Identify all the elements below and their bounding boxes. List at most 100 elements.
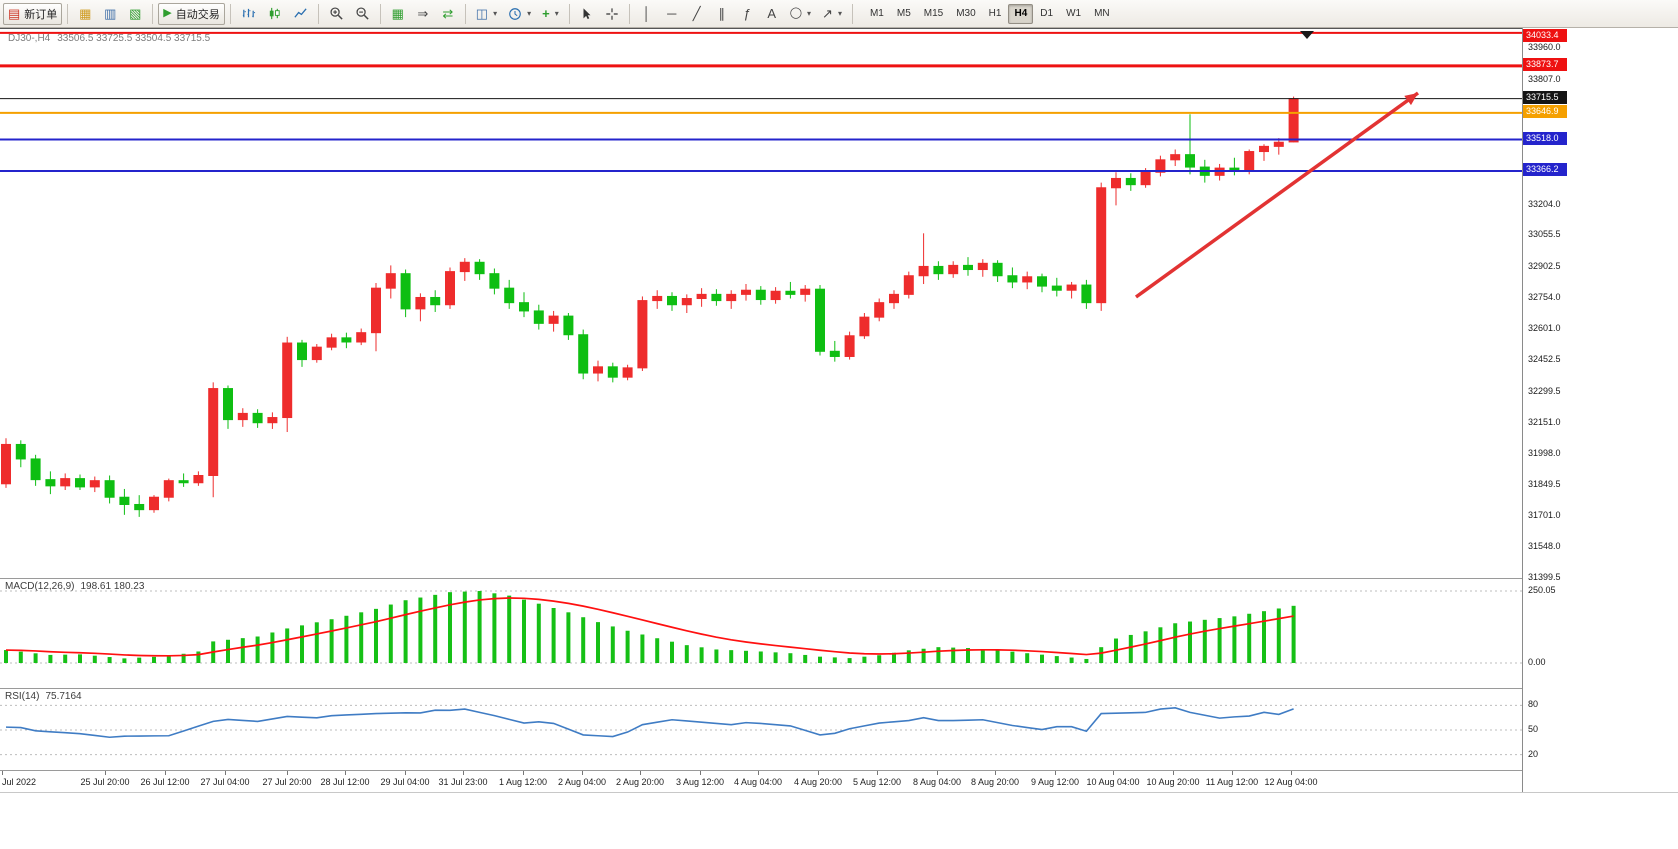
line-chart-mode-button[interactable] <box>288 3 313 25</box>
bar-chart-mode-button[interactable] <box>236 3 261 25</box>
candle <box>711 289 722 306</box>
chart-shift-button[interactable]: ⇒ <box>411 3 435 25</box>
time-axis-tick <box>640 771 641 775</box>
horizontal-line-icon: ─ <box>667 6 677 21</box>
candle <box>1125 173 1136 191</box>
time-axis-tick <box>937 771 938 775</box>
period-button[interactable]: ▾ <box>503 3 536 25</box>
macd-panel-canvas[interactable] <box>0 578 1522 688</box>
candle <box>208 382 219 498</box>
candle <box>415 293 426 322</box>
auto-scroll-button[interactable]: ⇄ <box>436 3 460 25</box>
timeframe-button-m1[interactable]: M1 <box>864 4 890 24</box>
vertical-line-tool-button[interactable]: │ <box>635 3 659 25</box>
price-chart-canvas[interactable] <box>0 28 1522 578</box>
rsi-panel-canvas[interactable] <box>0 688 1522 770</box>
candle <box>1096 182 1107 311</box>
text-tool-button[interactable]: A <box>760 3 784 25</box>
timeframe-button-m5[interactable]: M5 <box>891 4 917 24</box>
price-axis-label: 31399.5 <box>1528 572 1561 583</box>
auto-scroll-icon: ⇄ <box>442 6 454 21</box>
price-axis[interactable]: 33960.0 33807.0 33204.0 33055.5 32902.5 32754… <box>1523 28 1678 792</box>
chart-shift-marker[interactable] <box>1300 31 1314 39</box>
candle <box>815 285 825 356</box>
horizontal-line-tool-button[interactable]: ─ <box>660 3 684 25</box>
candle <box>977 259 988 277</box>
fibonacci-tool-button[interactable]: ƒ <box>735 3 759 25</box>
candle <box>1170 149 1181 167</box>
candle <box>1111 172 1121 206</box>
time-axis-label: 25 Jul 20:00 <box>80 777 130 787</box>
text-tool-icon: A <box>767 6 777 21</box>
price-axis-label: 32601.0 <box>1528 323 1561 334</box>
shapes-tool-button[interactable]: ◯ ▾ <box>785 3 816 25</box>
macd-indicator-label: MACD(12,26,9) 198.61 180.23 <box>5 581 150 592</box>
timeframe-button-d1[interactable]: D1 <box>1034 4 1059 24</box>
candle <box>519 292 529 318</box>
macd-scale-label: 250.05 <box>1528 585 1556 595</box>
candle <box>1288 96 1299 143</box>
time-axis-label: 4 Aug 04:00 <box>733 777 783 787</box>
candle <box>30 454 41 486</box>
zoom-in-button[interactable] <box>324 3 349 25</box>
timeframe-button-h1[interactable]: H1 <box>983 4 1008 24</box>
data-window-button[interactable]: ▥ <box>98 3 122 25</box>
price-axis-label: 32299.5 <box>1528 385 1561 396</box>
candle <box>385 265 396 299</box>
price-level-badge: 33646.9 <box>1523 104 1567 118</box>
trend-arrow-annotation[interactable] <box>1134 91 1420 299</box>
candle <box>267 412 278 429</box>
ohlc-values: 33506.5 33725.5 33504.5 33715.5 <box>57 33 211 44</box>
navigator-button[interactable]: ▧ <box>123 3 147 25</box>
channel-tool-button[interactable]: ∥ <box>710 3 734 25</box>
toolbar-separator <box>152 3 154 24</box>
candle <box>163 478 174 502</box>
arrows-tool-button[interactable]: ↗ ▾ <box>817 3 847 25</box>
crosshair-button[interactable] <box>600 3 624 25</box>
macd-signal-line <box>5 597 1294 657</box>
rsi-level-label: 20 <box>1528 748 1539 759</box>
new-order-button[interactable]: ▤ 新订单 <box>3 2 63 25</box>
candle <box>859 313 870 339</box>
profiles-button[interactable]: ◫ ▾ <box>471 3 502 25</box>
trendline-tool-button[interactable]: ╱ <box>685 3 709 25</box>
candle <box>297 339 307 367</box>
price-axis-label: 31548.0 <box>1528 541 1561 552</box>
timeframe-button-m15[interactable]: M15 <box>918 4 949 24</box>
timeframe-button-h4[interactable]: H4 <box>1008 3 1034 24</box>
time-axis-label: 26 Jul 12:00 <box>140 777 190 787</box>
crosshair-icon <box>606 7 618 20</box>
rsi-level-label: 80 <box>1528 699 1539 710</box>
candle <box>149 495 159 513</box>
candle <box>489 268 500 295</box>
time-axis[interactable]: Jul 2022 25 Jul 20:00 26 Jul 12:00 27 Jul 0… <box>0 770 1522 792</box>
candle <box>75 474 85 490</box>
price-axis-label: 32151.0 <box>1528 416 1561 427</box>
candle <box>726 290 737 309</box>
time-axis-label: 9 Aug 12:00 <box>1030 777 1080 787</box>
price-axis-label: 33055.5 <box>1528 229 1561 240</box>
zoom-out-button[interactable] <box>350 3 375 25</box>
cursor-button[interactable] <box>575 3 599 25</box>
candle <box>223 385 233 429</box>
market-watch-button[interactable]: ▦ <box>73 3 97 25</box>
price-axis-border <box>1522 28 1523 792</box>
time-axis-tick <box>582 771 583 775</box>
toolbar-separator <box>317 3 319 24</box>
candle <box>607 362 618 383</box>
tile-windows-icon: ▦ <box>391 6 404 21</box>
timeframe-button-m30[interactable]: M30 <box>950 4 981 24</box>
tile-windows-button[interactable]: ▦ <box>386 3 410 25</box>
timeframe-button-w1[interactable]: W1 <box>1060 4 1087 24</box>
timeframe-button-mn[interactable]: MN <box>1088 4 1116 24</box>
candle <box>593 360 603 382</box>
candle <box>119 488 130 515</box>
candle <box>1214 163 1225 181</box>
candle <box>622 364 633 381</box>
candlestick-mode-button[interactable] <box>262 3 287 25</box>
auto-trading-button[interactable]: ▶ 自动交易 <box>158 2 225 25</box>
candle <box>918 233 929 285</box>
indicators-button[interactable]: + ▾ <box>537 3 564 25</box>
time-axis-label: 2 Aug 20:00 <box>615 777 665 787</box>
